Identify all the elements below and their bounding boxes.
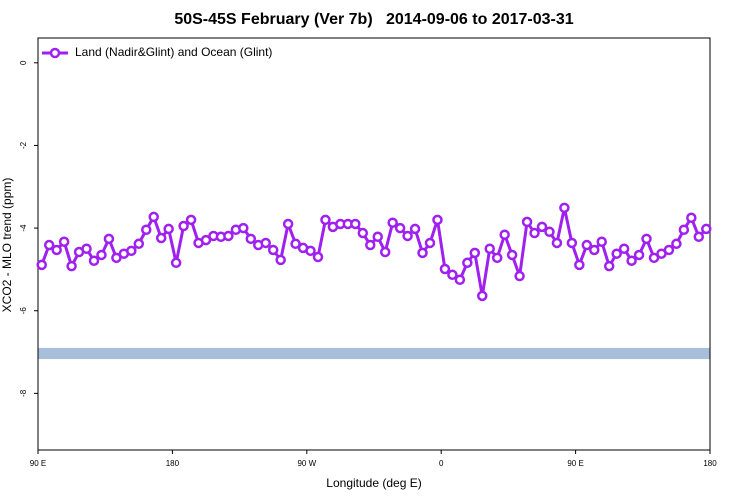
data-point bbox=[223, 230, 234, 242]
data-point bbox=[409, 223, 421, 235]
y-tick-label: -6 bbox=[19, 307, 28, 315]
data-point bbox=[678, 224, 690, 235]
data-point bbox=[148, 211, 159, 223]
data-point bbox=[574, 259, 585, 271]
legend-label: Land (Nadir&Glint) and Ocean (Glint) bbox=[75, 45, 272, 59]
x-tick-label: 90 E bbox=[567, 459, 583, 468]
data-point bbox=[551, 237, 563, 249]
data-point bbox=[88, 255, 100, 266]
y-tick-label: 0 bbox=[19, 60, 28, 65]
data-point bbox=[282, 218, 294, 230]
data-point bbox=[81, 243, 92, 255]
data-point bbox=[163, 223, 174, 235]
data-point bbox=[462, 257, 473, 269]
data-point bbox=[447, 269, 458, 281]
data-point bbox=[36, 259, 47, 271]
data-point bbox=[305, 245, 316, 257]
data-point bbox=[275, 254, 286, 266]
data-point bbox=[581, 239, 593, 251]
data-point bbox=[394, 222, 406, 234]
data-point bbox=[477, 290, 488, 302]
data-point bbox=[260, 237, 271, 249]
data-point bbox=[170, 257, 182, 269]
data-point bbox=[290, 238, 301, 250]
x-tick-label: 180 bbox=[703, 459, 717, 468]
data-point bbox=[424, 237, 436, 249]
data-point bbox=[484, 243, 495, 255]
data-point bbox=[350, 218, 361, 230]
data-point bbox=[372, 231, 383, 243]
data-point bbox=[51, 244, 62, 256]
data-point bbox=[618, 243, 630, 255]
y-tick-label: -2 bbox=[19, 141, 28, 149]
data-point bbox=[185, 214, 197, 226]
data-point bbox=[469, 247, 481, 259]
data-point bbox=[320, 214, 331, 226]
data-point bbox=[267, 244, 279, 256]
plot-frame bbox=[37, 37, 711, 451]
data-point bbox=[200, 234, 212, 246]
data-point bbox=[603, 260, 615, 272]
data-point bbox=[626, 255, 637, 266]
data-point bbox=[506, 249, 518, 261]
data-point bbox=[312, 251, 324, 263]
data-point bbox=[238, 222, 249, 234]
data-point bbox=[544, 226, 555, 238]
data-point bbox=[648, 252, 660, 264]
data-point bbox=[66, 260, 77, 272]
x-axis-label: Longitude (deg E) bbox=[326, 476, 421, 490]
data-point bbox=[536, 221, 548, 233]
data-point bbox=[126, 245, 137, 257]
y-axis-label: XCO2 - MLO trend (ppm) bbox=[0, 178, 14, 313]
data-point bbox=[521, 216, 533, 228]
data-point bbox=[491, 252, 503, 264]
data-point bbox=[529, 227, 540, 239]
x-tick-label: 90 E bbox=[30, 459, 46, 468]
series-line bbox=[40, 207, 708, 297]
data-point bbox=[671, 238, 682, 250]
data-point bbox=[589, 244, 600, 256]
data-point bbox=[514, 270, 525, 282]
data-point bbox=[417, 247, 428, 259]
land-band bbox=[38, 347, 710, 360]
data-point bbox=[178, 220, 189, 232]
data-point bbox=[693, 231, 705, 243]
data-point bbox=[103, 233, 115, 245]
y-tick-label: -4 bbox=[19, 224, 28, 232]
data-point bbox=[133, 238, 145, 250]
data-point bbox=[365, 239, 376, 251]
data-point bbox=[357, 227, 369, 239]
data-point bbox=[141, 224, 152, 235]
data-point bbox=[439, 263, 451, 275]
data-point bbox=[43, 239, 55, 251]
data-point bbox=[499, 229, 510, 240]
data-point bbox=[245, 233, 257, 245]
data-point bbox=[686, 212, 697, 224]
data-point bbox=[611, 248, 622, 259]
data-point bbox=[633, 249, 645, 261]
chart-title: 50S-45S February (Ver 7b) 2014-09-06 to … bbox=[174, 11, 573, 28]
data-point bbox=[566, 237, 578, 249]
data-point bbox=[596, 236, 607, 247]
data-point bbox=[96, 249, 107, 261]
data-point bbox=[58, 236, 70, 247]
y-tick-label: -8 bbox=[19, 389, 28, 397]
data-point bbox=[432, 214, 443, 226]
data-point bbox=[387, 217, 398, 228]
legend-marker bbox=[49, 47, 61, 59]
data-point bbox=[663, 244, 675, 256]
data-point bbox=[155, 232, 167, 244]
data-point bbox=[379, 246, 391, 258]
data-point bbox=[559, 202, 570, 214]
x-tick-label: 180 bbox=[166, 459, 180, 468]
data-point bbox=[701, 223, 712, 235]
data-point bbox=[641, 233, 652, 245]
data-point bbox=[111, 252, 122, 264]
data-point bbox=[454, 274, 466, 285]
x-tick-label: 0 bbox=[439, 459, 444, 468]
data-point bbox=[402, 230, 413, 242]
x-tick-label: 90 W bbox=[297, 459, 316, 468]
